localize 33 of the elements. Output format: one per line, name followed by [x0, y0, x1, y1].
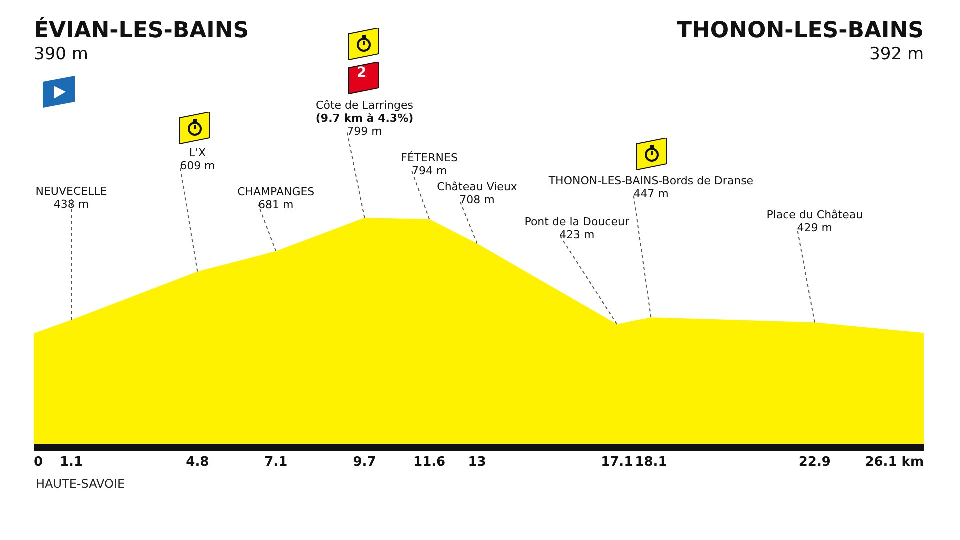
x-tick-label: 17.1: [601, 455, 634, 470]
annotation: Château Vieux: [437, 180, 518, 194]
data-label: 609 m: [180, 160, 216, 173]
data-label: 799 m: [347, 125, 382, 138]
text: 2: [357, 65, 367, 81]
x-tick-label: 9.7: [353, 455, 376, 470]
x-tick-label: 22.9: [798, 455, 831, 470]
x-tick-label: 13: [468, 455, 486, 470]
x-tick-label: 7.1: [264, 455, 288, 470]
data-label: 423 m: [559, 228, 595, 242]
x-tick-label: 26.1 km: [865, 455, 924, 470]
x-tick-label: 1.1: [60, 455, 84, 470]
text: THONON-LES-BAINS 392 m: [676, 18, 924, 64]
annotation: L'X: [189, 146, 206, 160]
x-tick-label: 11.6: [414, 455, 446, 470]
data-label: 708 m: [460, 194, 495, 207]
annotation: Place du Château: [766, 208, 864, 222]
data-label: 438 m: [54, 198, 90, 212]
data-label: 794 m: [412, 164, 448, 178]
annotation: NEUVECELLE: [36, 185, 108, 198]
data-label: 447 m: [634, 188, 669, 201]
text: HAUTE-SAVOIE: [36, 477, 126, 491]
x-tick-label: 0: [34, 455, 44, 470]
annotation: Pont de la Douceur: [524, 215, 630, 228]
data-label: 429 m: [797, 222, 832, 235]
annotation: CHAMPANGES: [238, 185, 315, 198]
annotation: Côte de Larringes (9.7 km à 4.3%): [316, 99, 414, 125]
x-tick-label: 4.8: [186, 455, 210, 470]
annotation: FÉTERNES: [401, 150, 458, 164]
x-tick-label: 18.1: [635, 455, 668, 470]
annotation: THONON-LES-BAINS-Bords de Dranse: [548, 174, 754, 188]
data-label: 681 m: [258, 198, 294, 212]
text: ÉVIAN-LES-BAINS 390 m: [34, 16, 250, 64]
